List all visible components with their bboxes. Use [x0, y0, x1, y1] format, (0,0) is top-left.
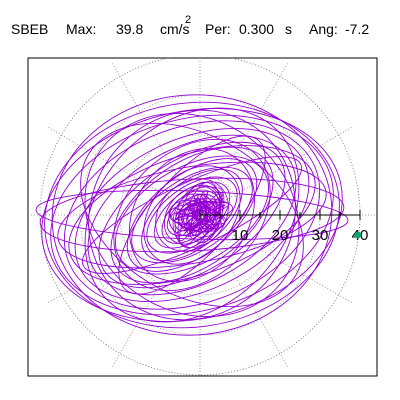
orbit-loop-11	[98, 141, 286, 289]
orbit-loop-30	[129, 148, 255, 282]
orbit-loop-18	[51, 94, 333, 336]
grid-spoke-30	[199, 127, 352, 216]
orbit-loop-17	[44, 101, 340, 329]
angle-label: Ang:	[309, 21, 338, 37]
orbit-loop-21	[84, 113, 300, 317]
orbit-loop-12	[87, 134, 297, 296]
grid-spoke-150	[48, 127, 201, 216]
tick-label-10: 10	[232, 227, 249, 244]
orbit-loop-25	[39, 177, 345, 253]
grid-spoke-60	[199, 63, 288, 216]
max-label: Max:	[66, 21, 97, 37]
grid-spoke-330	[199, 214, 352, 303]
max-value: 39.8	[116, 21, 144, 37]
orbit-loop-7	[131, 166, 253, 264]
orbit-loop-31	[143, 165, 241, 265]
grid-spoke-210	[48, 214, 201, 303]
orbit-loop-15	[50, 114, 334, 316]
radial-tick-labels: 10203040	[232, 227, 369, 244]
orbit-loop-29	[113, 138, 271, 292]
orbit-loop-33	[163, 185, 221, 245]
period-value: 0.300	[239, 21, 275, 37]
angle-value: -7.2	[345, 21, 370, 37]
orbit-loop-27	[81, 156, 303, 274]
plot-header: SBEB Max: 39.8 cm/s 2 Per: 0.300 s Ang: …	[0, 0, 400, 46]
orbit-loop-19	[84, 107, 300, 323]
orbit-loop-14	[63, 120, 321, 310]
tick-label-20: 20	[272, 227, 289, 244]
orbit-core	[168, 181, 234, 249]
orbit-loop-5	[146, 176, 238, 254]
max-unit-exponent: 2	[185, 14, 192, 26]
orbit-loop-13	[74, 128, 310, 302]
station-code: SBEB	[11, 21, 49, 37]
orbit-loop-9	[114, 155, 270, 275]
orbit-loop-26	[35, 189, 349, 241]
orbit-loop-32	[155, 178, 229, 252]
orbit-trace	[35, 94, 349, 336]
grid-spoke-300	[199, 214, 288, 367]
orbit-loop-20	[88, 109, 296, 321]
tick-label-30: 30	[312, 227, 329, 244]
plot-frame	[27, 57, 378, 377]
max-point-marker	[354, 231, 362, 239]
max-unit: cm/s	[160, 21, 190, 37]
period-unit: s	[285, 21, 292, 37]
period-label: Per:	[205, 21, 231, 37]
grid-spoke-120	[112, 63, 201, 216]
radial-axis	[199, 210, 361, 220]
